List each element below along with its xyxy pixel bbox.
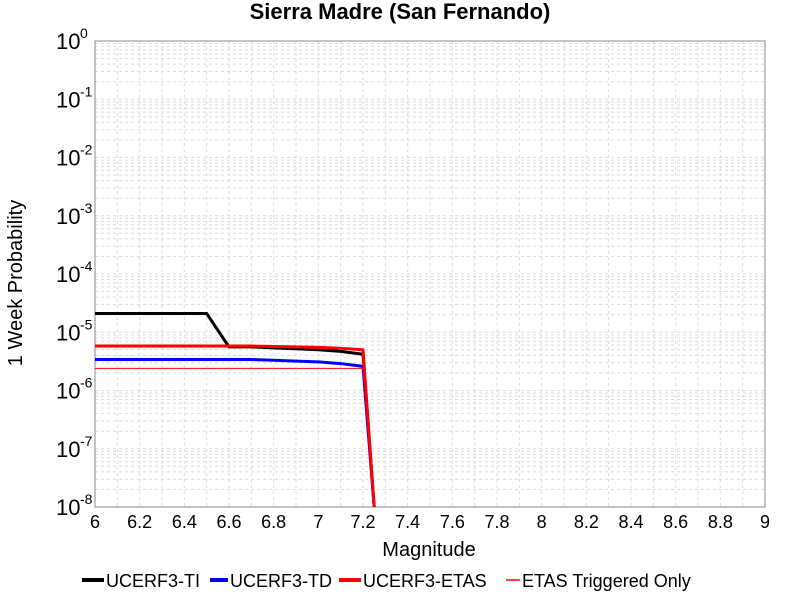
y-tick-label: 10 -6 <box>56 375 93 404</box>
x-tick-label: 6 <box>90 512 100 532</box>
series-layer <box>95 311 376 508</box>
x-tick-label: 7.8 <box>484 512 509 532</box>
x-tick-label: 8.4 <box>618 512 643 532</box>
y-tick-label: 10 -5 <box>56 316 93 345</box>
y-axis-label: 1 Week Probability <box>5 200 27 366</box>
x-tick-label: 8 <box>537 512 547 532</box>
y-tick-label: 10 -1 <box>56 83 93 112</box>
y-tick-exponent: -2 <box>80 142 93 158</box>
y-tick-label: 10 -3 <box>56 200 93 229</box>
x-tick-label: 6.8 <box>261 512 286 532</box>
x-tick-label: 8.2 <box>574 512 599 532</box>
series-line-1 <box>95 358 376 508</box>
y-tick-base: 10 <box>56 320 80 345</box>
chart-title: Sierra Madre (San Fernando) <box>250 0 551 24</box>
y-tick-base: 10 <box>56 87 80 112</box>
y-tick-label: 10 -4 <box>56 258 93 287</box>
y-tick-base: 10 <box>56 29 80 54</box>
y-tick-base: 10 <box>56 495 80 520</box>
y-tick-exponent: -5 <box>80 316 93 332</box>
y-tick-exponent: -4 <box>80 258 93 274</box>
x-tick-labels: 6 6.2 6.4 6.6 6.8 7 7.2 7.4 7.6 7.8 8 8.2 8.4 8.6 8.8 9 <box>90 512 770 532</box>
x-tick-label: 9 <box>760 512 770 532</box>
x-tick-label: 6.4 <box>172 512 197 532</box>
y-tick-exponent: -7 <box>80 433 93 449</box>
x-tick-label: 8.6 <box>663 512 688 532</box>
x-tick-label: 7.2 <box>350 512 375 532</box>
plot-frame <box>94 40 766 508</box>
y-tick-label: 10 0 <box>56 25 88 54</box>
legend-label-1: UCERF3-TD <box>230 571 332 591</box>
y-tick-base: 10 <box>56 379 80 404</box>
y-tick-base: 10 <box>56 146 80 171</box>
x-tick-label: 6.2 <box>127 512 152 532</box>
x-axis-label: Magnitude <box>382 539 475 561</box>
x-tick-label: 6.6 <box>216 512 241 532</box>
y-tick-exponent: -1 <box>80 83 93 99</box>
y-tick-label: 10 -7 <box>56 433 93 462</box>
y-tick-label: 10 -2 <box>56 142 93 171</box>
y-tick-base: 10 <box>56 262 80 287</box>
grid-lines <box>94 41 766 508</box>
legend-label-3: ETAS Triggered Only <box>522 571 691 591</box>
series-line-0 <box>95 311 376 508</box>
x-tick-label: 7.4 <box>395 512 420 532</box>
series-line-2 <box>95 344 376 508</box>
y-tick-base: 10 <box>56 437 80 462</box>
x-tick-label: 7 <box>313 512 323 532</box>
x-tick-label: 8.8 <box>708 512 733 532</box>
y-tick-base: 10 <box>56 204 80 229</box>
y-tick-exponent: -8 <box>80 491 93 507</box>
y-tick-exponent: 0 <box>80 25 88 41</box>
y-tick-exponent: -3 <box>80 200 93 216</box>
y-tick-label: 10 -8 <box>56 491 93 520</box>
x-tick-label: 7.6 <box>440 512 465 532</box>
legend-label-0: UCERF3-TI <box>106 571 200 591</box>
series-line-3 <box>95 367 375 508</box>
y-tick-exponent: -6 <box>80 375 93 391</box>
legend-label-2: UCERF3-ETAS <box>363 571 487 591</box>
legend: UCERF3-TI UCERF3-TD UCERF3-ETAS ETAS Trigge… <box>82 571 691 591</box>
